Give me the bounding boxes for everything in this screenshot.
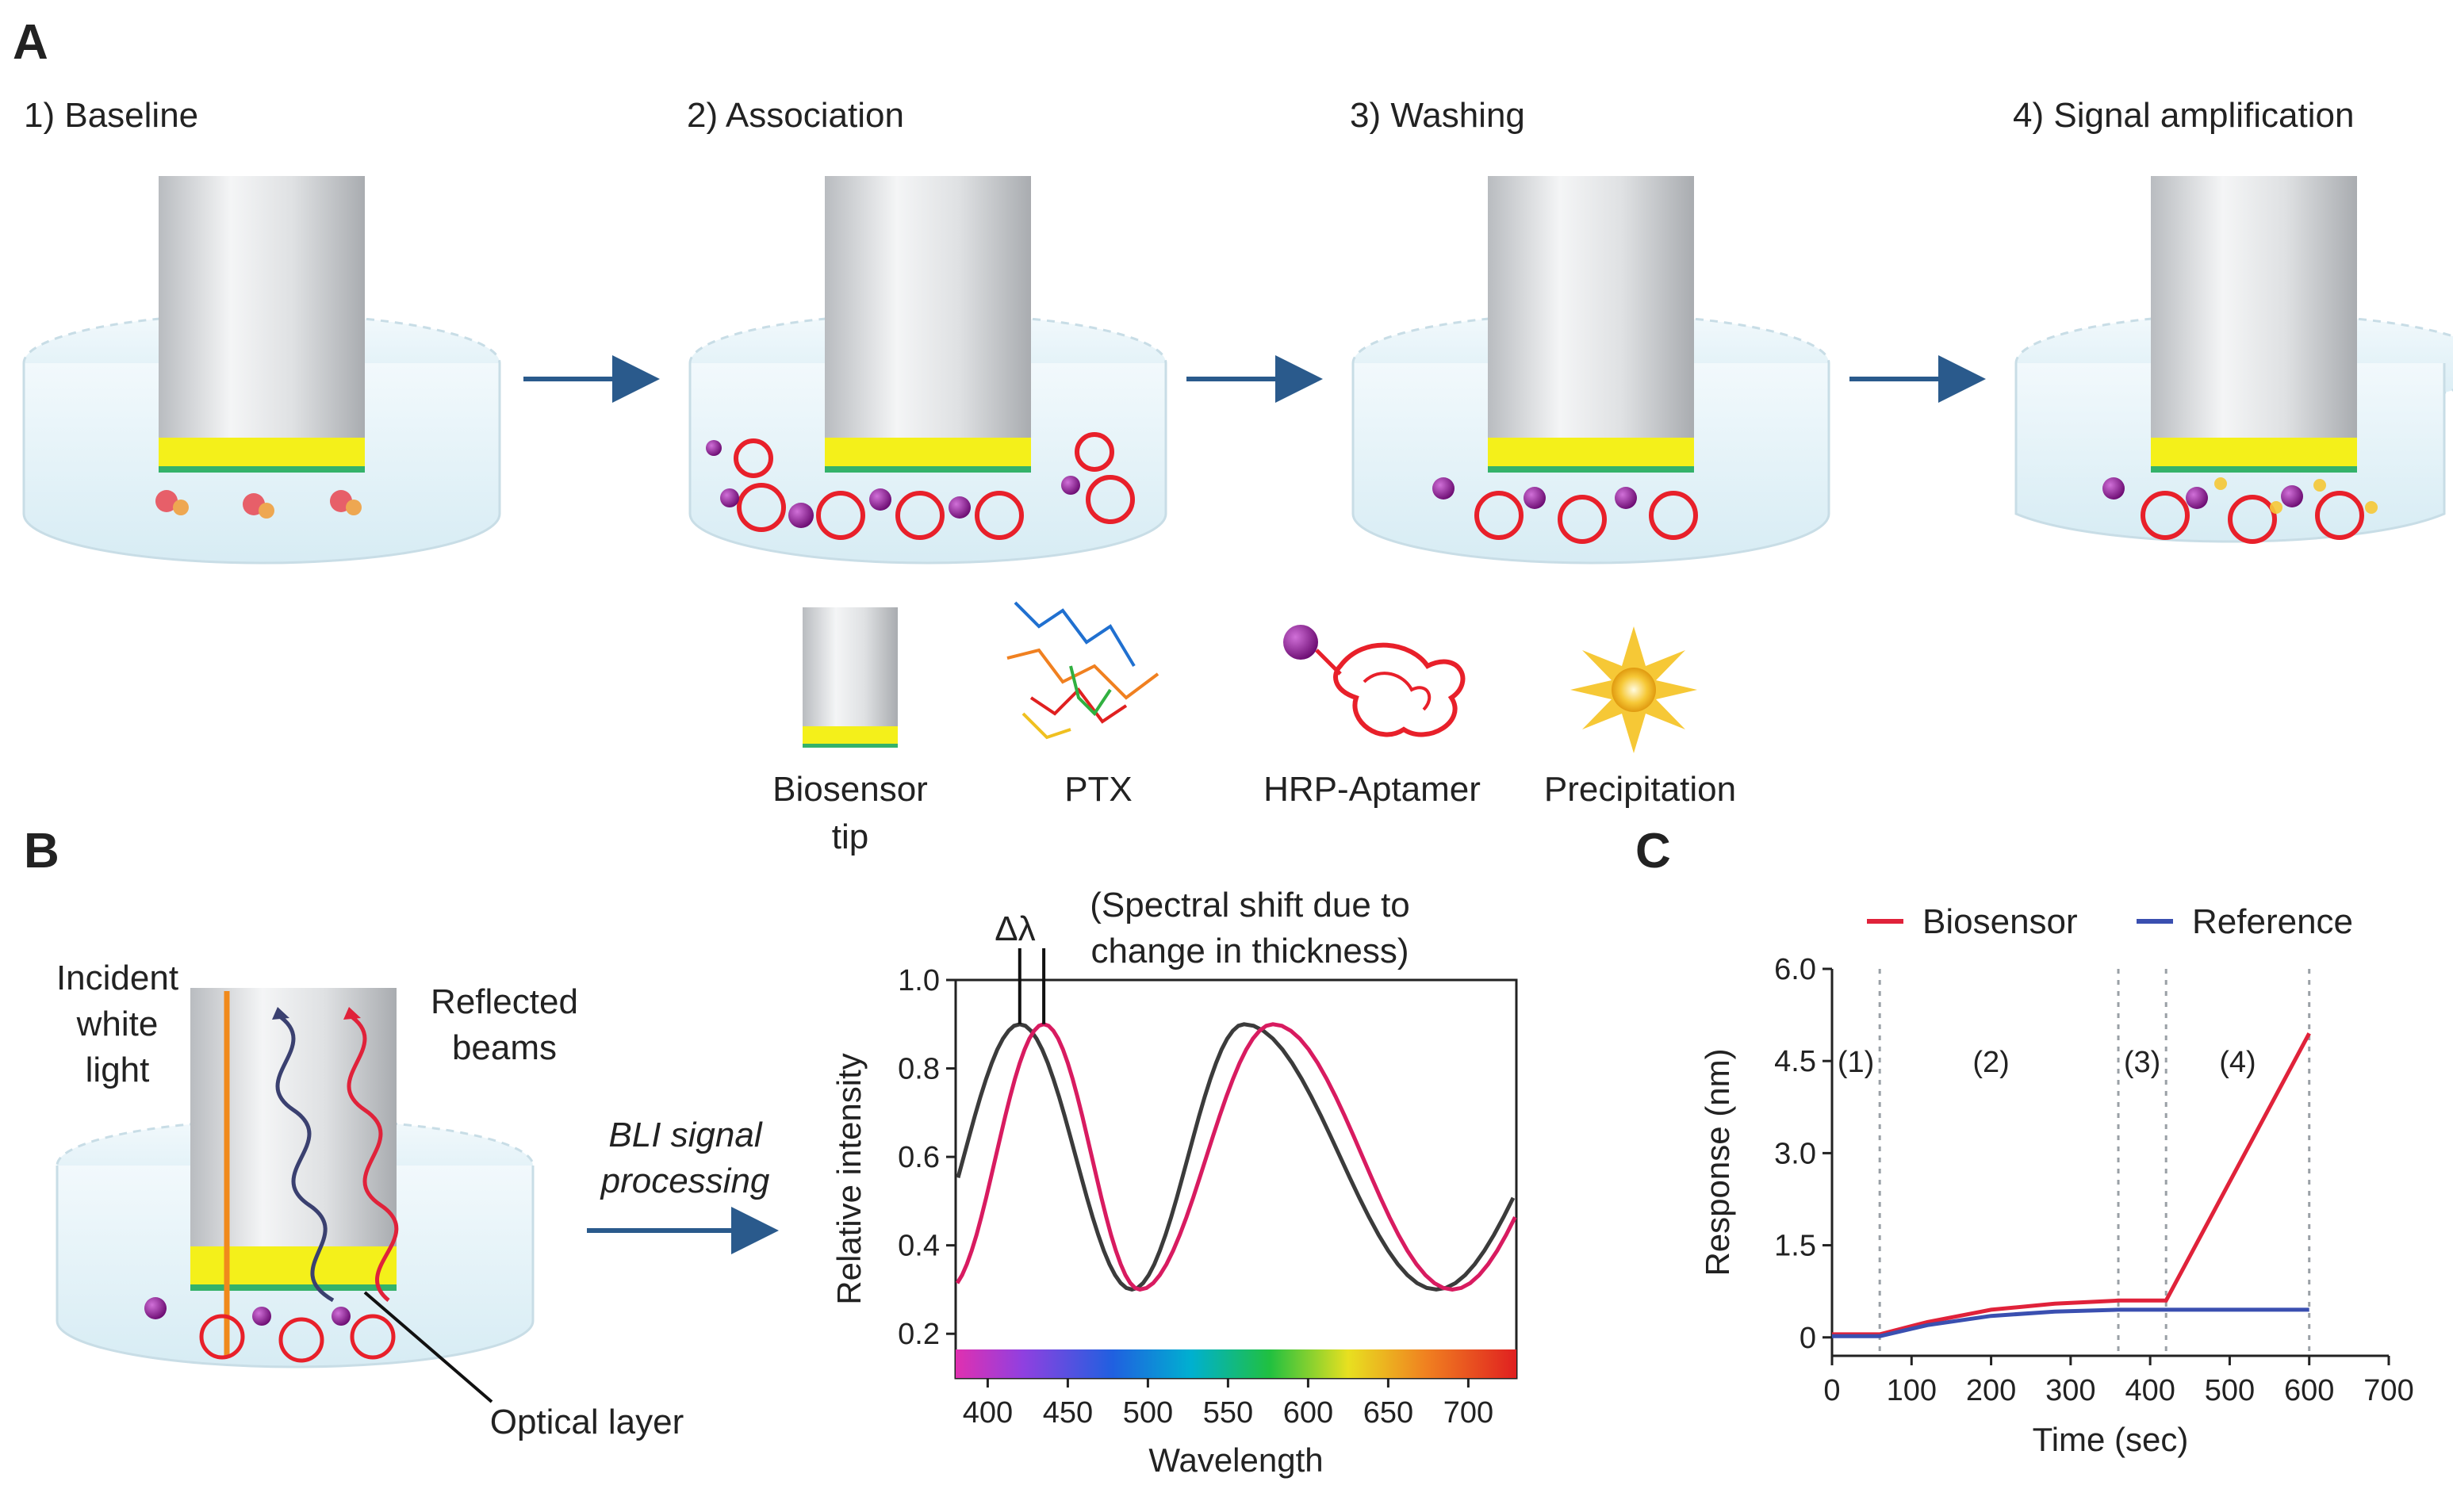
spectrum-x-tick-label: 550	[1203, 1396, 1253, 1430]
step-label-washing: 3) Washing	[1350, 96, 1525, 135]
legend-label-hrp-aptamer: HRP-Aptamer	[1263, 770, 1481, 809]
response-x-tick-label: 700	[2363, 1374, 2413, 1407]
legend-text-biosensor: Biosensor	[1922, 902, 2078, 941]
spectral-shift-note-1: (Spectral shift due to	[1090, 886, 1410, 924]
panel-a-letter: A	[13, 15, 48, 70]
step-label-baseline: 1) Baseline	[24, 96, 198, 135]
spectrum-x-tick-label: 450	[1043, 1396, 1093, 1430]
response-y-tick-label: 1.5	[1774, 1230, 1816, 1263]
delta-lambda-label: Δλ	[995, 909, 1035, 948]
spectral-shift-note-2: change in thickness)	[1090, 932, 1409, 970]
spectrum-x-tick-label: 400	[963, 1396, 1013, 1430]
phase-label: (2)	[1972, 1046, 2009, 1079]
step-label-association: 2) Association	[687, 96, 904, 135]
reflected-beam-dark	[275, 1012, 335, 1303]
processing-label-1: BLI signal	[608, 1116, 762, 1154]
biosensor-tip-icon	[803, 607, 898, 748]
response-y-tick-label: 6.0	[1774, 953, 1816, 986]
response-x-tick-label: 0	[1823, 1374, 1840, 1407]
optical-layer-label: Optical layer	[490, 1403, 684, 1441]
response-x-tick-label: 600	[2284, 1374, 2334, 1407]
response-chart: 0 1.5 3.0 4.5 6.0 0 100 200 300 400 500 600 700 Time …	[1699, 902, 2414, 1458]
panel-c-letter: C	[1635, 824, 1671, 878]
optical-layer-pointer	[363, 1291, 493, 1403]
spectrum-y-tick-label: 0.6	[898, 1141, 940, 1174]
step-scene-baseline	[22, 176, 501, 565]
legend-label-ptx: PTX	[1064, 770, 1133, 809]
hrp-aptamer-icon	[1283, 625, 1466, 737]
spectrum-chart: 0.2 0.4 0.6 0.8 1.0 400 450 500 550 600 650 700 Wave…	[830, 948, 1518, 1479]
response-x-tick-label: 500	[2205, 1374, 2255, 1407]
response-y-axis-title: Response (nm)	[1699, 1048, 1736, 1276]
response-y-tick-label: 0	[1800, 1322, 1816, 1355]
legend-label-precipitation: Precipitation	[1544, 770, 1736, 809]
spectrum-x-tick-label: 500	[1123, 1396, 1173, 1430]
spectrum-x-tick-label: 600	[1283, 1396, 1333, 1430]
reflected-beams-label-2: beams	[452, 1028, 557, 1067]
spectrum-x-tick-label: 700	[1443, 1396, 1493, 1430]
response-x-tick-label: 400	[2125, 1374, 2175, 1407]
spectrum-y-tick-label: 1.0	[898, 964, 940, 997]
response-y-tick-label: 4.5	[1774, 1045, 1816, 1078]
phase-label: (1)	[1838, 1046, 1874, 1079]
biosensor-tip-yellow-layer	[159, 438, 365, 469]
incident-light-label-2: white	[76, 1005, 159, 1043]
spectrum-y-tick-label: 0.2	[898, 1318, 940, 1351]
spectrum-colorbar	[956, 1349, 1516, 1378]
spectrum-plot-frame	[954, 978, 1518, 1380]
spectrum-series-line-before	[956, 1022, 1516, 1292]
response-x-tick-label: 200	[1966, 1374, 2016, 1407]
phase-label: (4)	[2219, 1046, 2256, 1079]
reflected-beam-red	[347, 1012, 399, 1302]
step-scene-washing	[1351, 176, 1830, 565]
step-scene-signal-amplification	[2014, 176, 2453, 544]
incident-light-label-3: light	[86, 1051, 150, 1089]
bli-optics-scene	[56, 988, 535, 1403]
incident-light-label-1: Incident	[56, 959, 178, 997]
legend-text-reference: Reference	[2192, 902, 2353, 941]
spectrum-series-line-after	[955, 1022, 1517, 1292]
spectrum-x-tick-label: 650	[1363, 1396, 1413, 1430]
precipitation-icon	[1570, 626, 1697, 753]
legend-label-biosensor: Biosensor	[772, 770, 928, 809]
spectrum-y-axis-title: Relative intensity	[830, 1053, 868, 1304]
spectrum-y-tick-label: 0.4	[898, 1230, 940, 1263]
legend-label-biosensor-tip: tip	[832, 817, 868, 856]
panel-b-letter: B	[24, 824, 59, 878]
spectrum-x-axis-title: Wavelength	[1148, 1441, 1323, 1479]
response-series-line-reference	[1832, 1307, 2309, 1338]
response-x-axis-title: Time (sec)	[2033, 1421, 2189, 1458]
step-label-signal-amplification: 4) Signal amplification	[2013, 96, 2354, 135]
response-x-tick-label: 100	[1887, 1374, 1937, 1407]
spectrum-y-tick-label: 0.8	[898, 1053, 940, 1086]
processing-label-2: processing	[600, 1162, 770, 1200]
ptx-molecule-icon	[1006, 601, 1159, 740]
response-y-tick-label: 3.0	[1774, 1137, 1816, 1170]
response-series-line-biosensor	[1832, 1032, 2311, 1337]
response-x-tick-label: 300	[2045, 1374, 2095, 1407]
reflected-beams-label-1: Reflected	[431, 982, 578, 1021]
step-scene-association	[688, 176, 1167, 565]
phase-label: (3)	[2124, 1046, 2160, 1079]
